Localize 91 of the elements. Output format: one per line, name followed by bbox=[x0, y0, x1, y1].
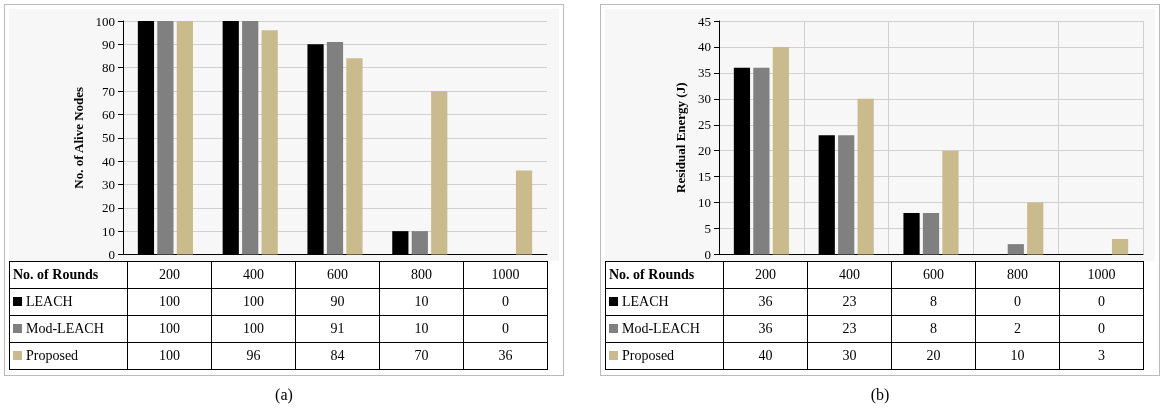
data-label: 90 bbox=[295, 288, 380, 316]
x-axis-title: No. of Rounds bbox=[605, 261, 724, 289]
data-label: 0 bbox=[975, 288, 1060, 316]
y-tick-label: 40 bbox=[102, 153, 115, 169]
data-label: 10 bbox=[379, 315, 464, 343]
x-tick-label: 800 bbox=[975, 261, 1060, 289]
y-tick-label: 20 bbox=[102, 200, 115, 216]
x-tick-label: 800 bbox=[379, 261, 464, 289]
y-tick-label: 25 bbox=[698, 117, 711, 133]
x-tick-label: 400 bbox=[211, 261, 296, 289]
bar bbox=[753, 67, 770, 255]
bar bbox=[1007, 244, 1024, 255]
data-label: 0 bbox=[463, 288, 548, 316]
x-tick-label: 600 bbox=[295, 261, 380, 289]
y-tick-label: 10 bbox=[698, 195, 711, 211]
bar bbox=[261, 30, 278, 255]
y-tick-label: 0 bbox=[704, 247, 711, 262]
data-label: 36 bbox=[463, 342, 548, 370]
data-label: 3 bbox=[1059, 342, 1144, 370]
y-axis-title: No. of Alive Nodes bbox=[70, 86, 86, 189]
data-label: 30 bbox=[807, 342, 892, 370]
legend-label: Mod-LEACH bbox=[9, 315, 128, 343]
bar bbox=[772, 46, 789, 255]
bar bbox=[857, 98, 874, 255]
y-tick-label: 10 bbox=[102, 223, 115, 239]
data-label: 8 bbox=[891, 315, 976, 343]
data-label: 0 bbox=[1059, 315, 1144, 343]
data-label: 100 bbox=[211, 288, 296, 316]
data-label: 100 bbox=[127, 315, 212, 343]
x-tick-label: 1000 bbox=[1059, 261, 1144, 289]
x-tick-label: 600 bbox=[891, 261, 976, 289]
bar bbox=[515, 170, 533, 255]
data-label: 91 bbox=[295, 315, 380, 343]
bar bbox=[1111, 238, 1129, 255]
y-tick-label: 100 bbox=[95, 13, 115, 29]
y-tick-label: 50 bbox=[102, 130, 115, 146]
data-label: 84 bbox=[295, 342, 380, 370]
data-label: 96 bbox=[211, 342, 296, 370]
bar bbox=[838, 135, 855, 255]
x-tick-label: 1000 bbox=[463, 261, 548, 289]
x-axis-title: No. of Rounds bbox=[9, 261, 128, 289]
data-label: 70 bbox=[379, 342, 464, 370]
bar bbox=[411, 231, 428, 255]
data-label: 20 bbox=[891, 342, 976, 370]
x-tick-label: 200 bbox=[723, 261, 808, 289]
data-label: 0 bbox=[463, 315, 548, 343]
y-tick-label: 30 bbox=[102, 176, 115, 192]
legend-label: LEACH bbox=[605, 288, 724, 316]
data-label: 100 bbox=[127, 342, 212, 370]
y-tick-label: 30 bbox=[698, 91, 711, 107]
y-tick-label: 60 bbox=[102, 106, 115, 122]
bar bbox=[922, 212, 940, 255]
y-tick-label: 80 bbox=[102, 60, 115, 76]
bar bbox=[1027, 202, 1044, 255]
data-label: 23 bbox=[807, 288, 892, 316]
data-label: 36 bbox=[723, 288, 808, 316]
bar bbox=[242, 21, 259, 255]
data-label: 10 bbox=[379, 288, 464, 316]
y-tick-label: 45 bbox=[698, 13, 711, 29]
bar bbox=[157, 21, 174, 255]
y-axis-title: Residual Energy (J) bbox=[673, 82, 689, 193]
text: (b) bbox=[869, 386, 891, 404]
y-tick-label: 0 bbox=[108, 247, 115, 262]
y-tick-label: 70 bbox=[102, 83, 115, 99]
y-tick-label: 35 bbox=[698, 65, 711, 81]
data-label: 8 bbox=[891, 288, 976, 316]
data-label: 40 bbox=[723, 342, 808, 370]
text: (a) bbox=[274, 386, 294, 404]
bar bbox=[431, 91, 448, 255]
data-label: 23 bbox=[807, 315, 892, 343]
data-label: 100 bbox=[211, 315, 296, 343]
data-label: 36 bbox=[723, 315, 808, 343]
legend-label: Proposed bbox=[605, 342, 724, 370]
bar bbox=[346, 58, 363, 255]
data-label: 2 bbox=[975, 315, 1060, 343]
data-label: 0 bbox=[1059, 288, 1144, 316]
y-tick-label: 15 bbox=[698, 169, 711, 185]
data-label: 10 bbox=[975, 342, 1060, 370]
x-tick-label: 400 bbox=[807, 261, 892, 289]
legend-label: LEACH bbox=[9, 288, 128, 316]
data-label: 100 bbox=[127, 288, 212, 316]
bar bbox=[176, 21, 193, 255]
y-tick-label: 90 bbox=[102, 36, 115, 52]
legend-label: Mod-LEACH bbox=[605, 315, 724, 343]
y-tick-label: 5 bbox=[704, 221, 711, 237]
legend-label: Proposed bbox=[9, 342, 128, 370]
bar bbox=[326, 42, 344, 255]
y-tick-label: 20 bbox=[698, 143, 711, 159]
bar bbox=[942, 150, 959, 255]
y-tick-label: 40 bbox=[698, 39, 711, 55]
x-tick-label: 200 bbox=[127, 261, 212, 289]
